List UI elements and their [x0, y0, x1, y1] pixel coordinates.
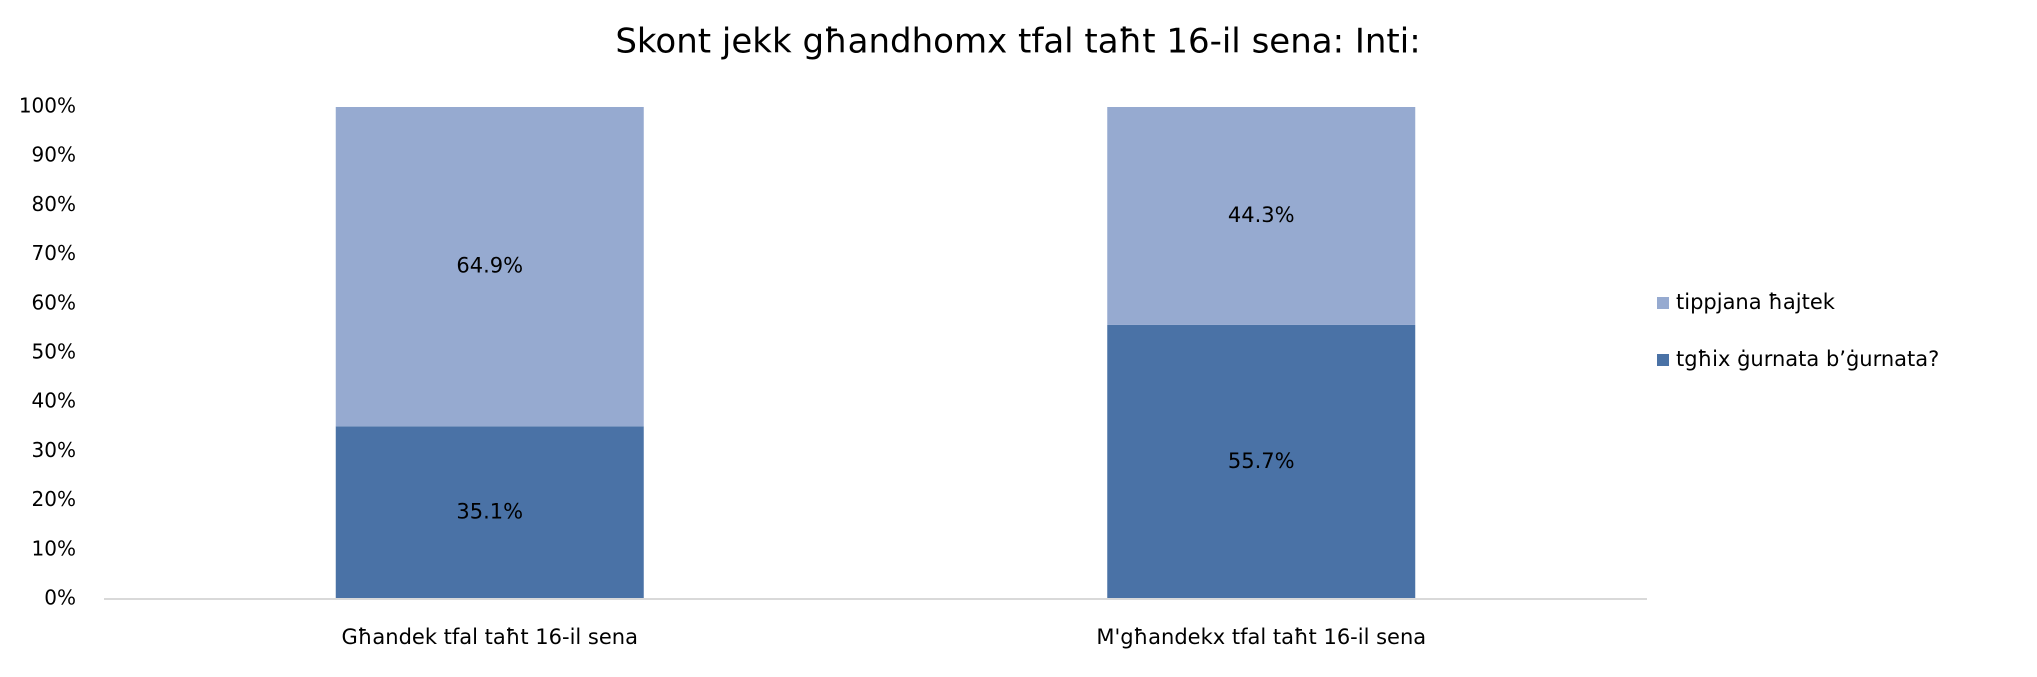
- y-tick-label: 40%: [32, 389, 76, 413]
- y-tick-label: 100%: [19, 94, 76, 118]
- data-label: 35.1%: [456, 500, 523, 524]
- data-label: 64.9%: [456, 254, 523, 278]
- y-tick-label: 50%: [32, 340, 76, 364]
- legend-swatch: [1657, 354, 1669, 366]
- data-label: 55.7%: [1228, 449, 1295, 473]
- legend-label: tippjana ħajtek: [1676, 290, 1836, 314]
- legend-label: tgħix ġurnata b’ġurnata?: [1676, 347, 1939, 371]
- chart-title: Skont jekk għandhomx tfal taħt 16-il sen…: [615, 22, 1420, 62]
- y-tick-label: 10%: [32, 536, 76, 560]
- y-tick-label: 80%: [32, 192, 76, 216]
- x-tick-label: M'għandekx tfal taħt 16-il sena: [1096, 625, 1426, 649]
- x-tick-label: Għandek tfal taħt 16-il sena: [342, 625, 638, 649]
- bar-segment: [335, 107, 644, 427]
- y-tick-label: 0%: [44, 586, 76, 610]
- bar-segment: [1107, 324, 1416, 599]
- y-tick-label: 70%: [32, 241, 76, 265]
- bar-segment: [1107, 107, 1416, 325]
- legend-swatch: [1657, 297, 1669, 309]
- y-tick-label: 90%: [32, 143, 76, 167]
- data-label: 44.3%: [1228, 203, 1295, 227]
- y-tick-label: 30%: [32, 438, 76, 462]
- y-tick-label: 20%: [32, 487, 76, 511]
- bar-segment: [335, 426, 644, 599]
- y-tick-label: 60%: [32, 290, 76, 314]
